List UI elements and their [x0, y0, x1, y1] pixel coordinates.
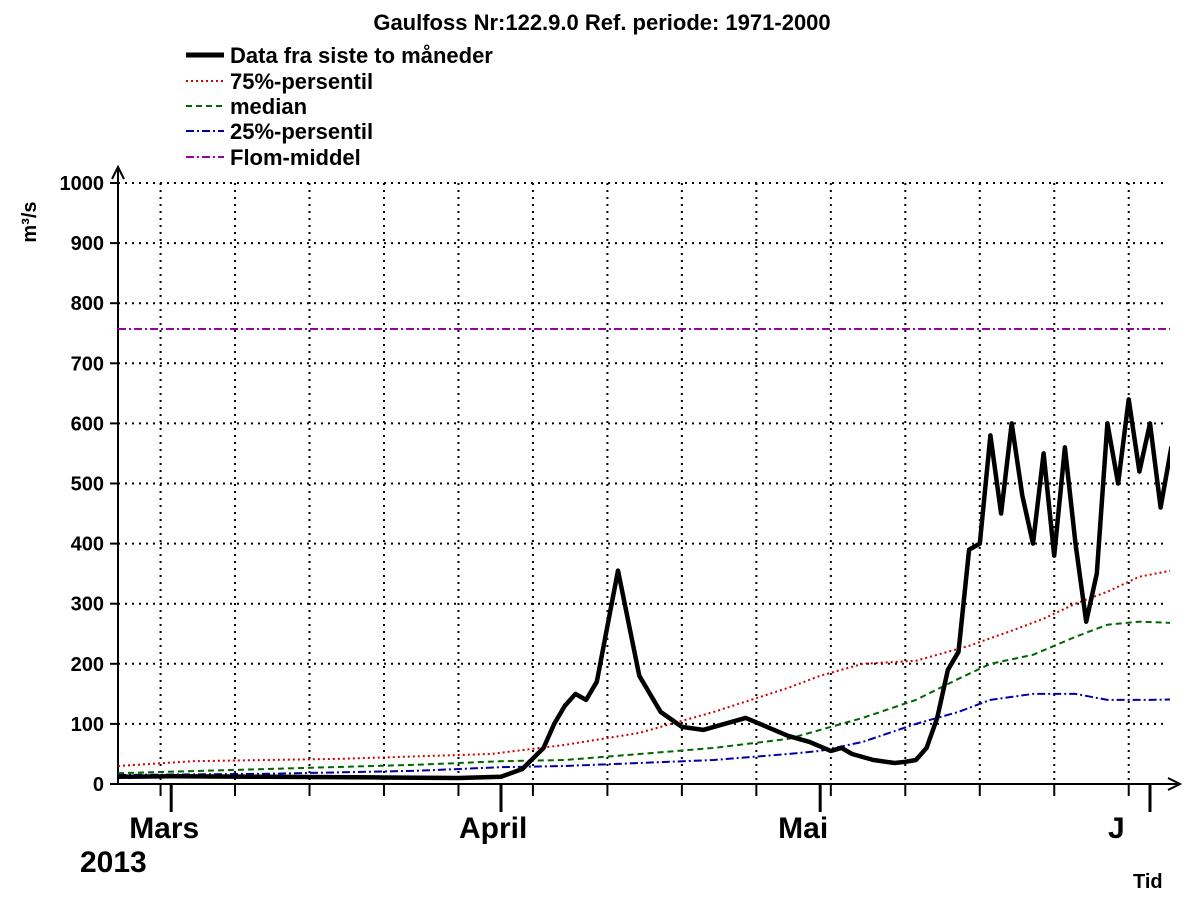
y-tick-label: 300 [71, 594, 104, 616]
y-tick-label: 100 [71, 714, 104, 736]
legend-label-data: Data fra siste to måneder [230, 43, 493, 68]
legend-label-p75: 75%-persentil [230, 69, 373, 94]
year-label: 2013 [80, 846, 147, 879]
x-tick-label: April [459, 812, 527, 845]
y-tick-label: 400 [71, 534, 104, 556]
y-tick-label: 800 [71, 293, 104, 315]
y-axis-label: m³/s [19, 201, 41, 242]
series-line-75-persentil [118, 569, 1170, 767]
series-group [118, 328, 1170, 781]
legend-label-median: median [230, 94, 307, 119]
y-axis-arrow [111, 164, 125, 180]
legend-label-p25: 25%-persentil [230, 119, 373, 144]
y-tick-label: 0 [93, 774, 104, 796]
y-tick-label: 500 [71, 474, 104, 496]
series-line-data-fra-siste-to-m-neder [118, 397, 1170, 781]
y-tick-label: 900 [71, 233, 104, 255]
y-tick-labels: 0 100 200 300 400 500 600 700 800 900 1000 [60, 173, 105, 796]
axes [110, 164, 1183, 812]
x-tick-labels: Mars April Mai J [129, 812, 1124, 845]
x-axis-label: Tid [1133, 871, 1163, 893]
y-tick-label: 200 [71, 654, 104, 676]
chart-title: Gaulfoss Nr:122.9.0 Ref. periode: 1971-2… [373, 10, 830, 35]
x-tick-label: Mars [129, 812, 199, 845]
legend: Data fra siste to måneder 75%-persentil … [186, 43, 493, 170]
y-tick-label: 600 [71, 413, 104, 435]
legend-label-flom: Flom-middel [230, 145, 361, 170]
series-line-25-persentil [118, 692, 1170, 776]
y-tick-label: 700 [71, 353, 104, 375]
series-line-median [118, 620, 1170, 775]
x-axis-arrow [1167, 777, 1183, 791]
x-tick-label: Mai [778, 812, 828, 845]
y-tick-label: 1000 [60, 173, 105, 195]
grid [118, 182, 1168, 784]
x-tick-label: J [1108, 812, 1125, 845]
